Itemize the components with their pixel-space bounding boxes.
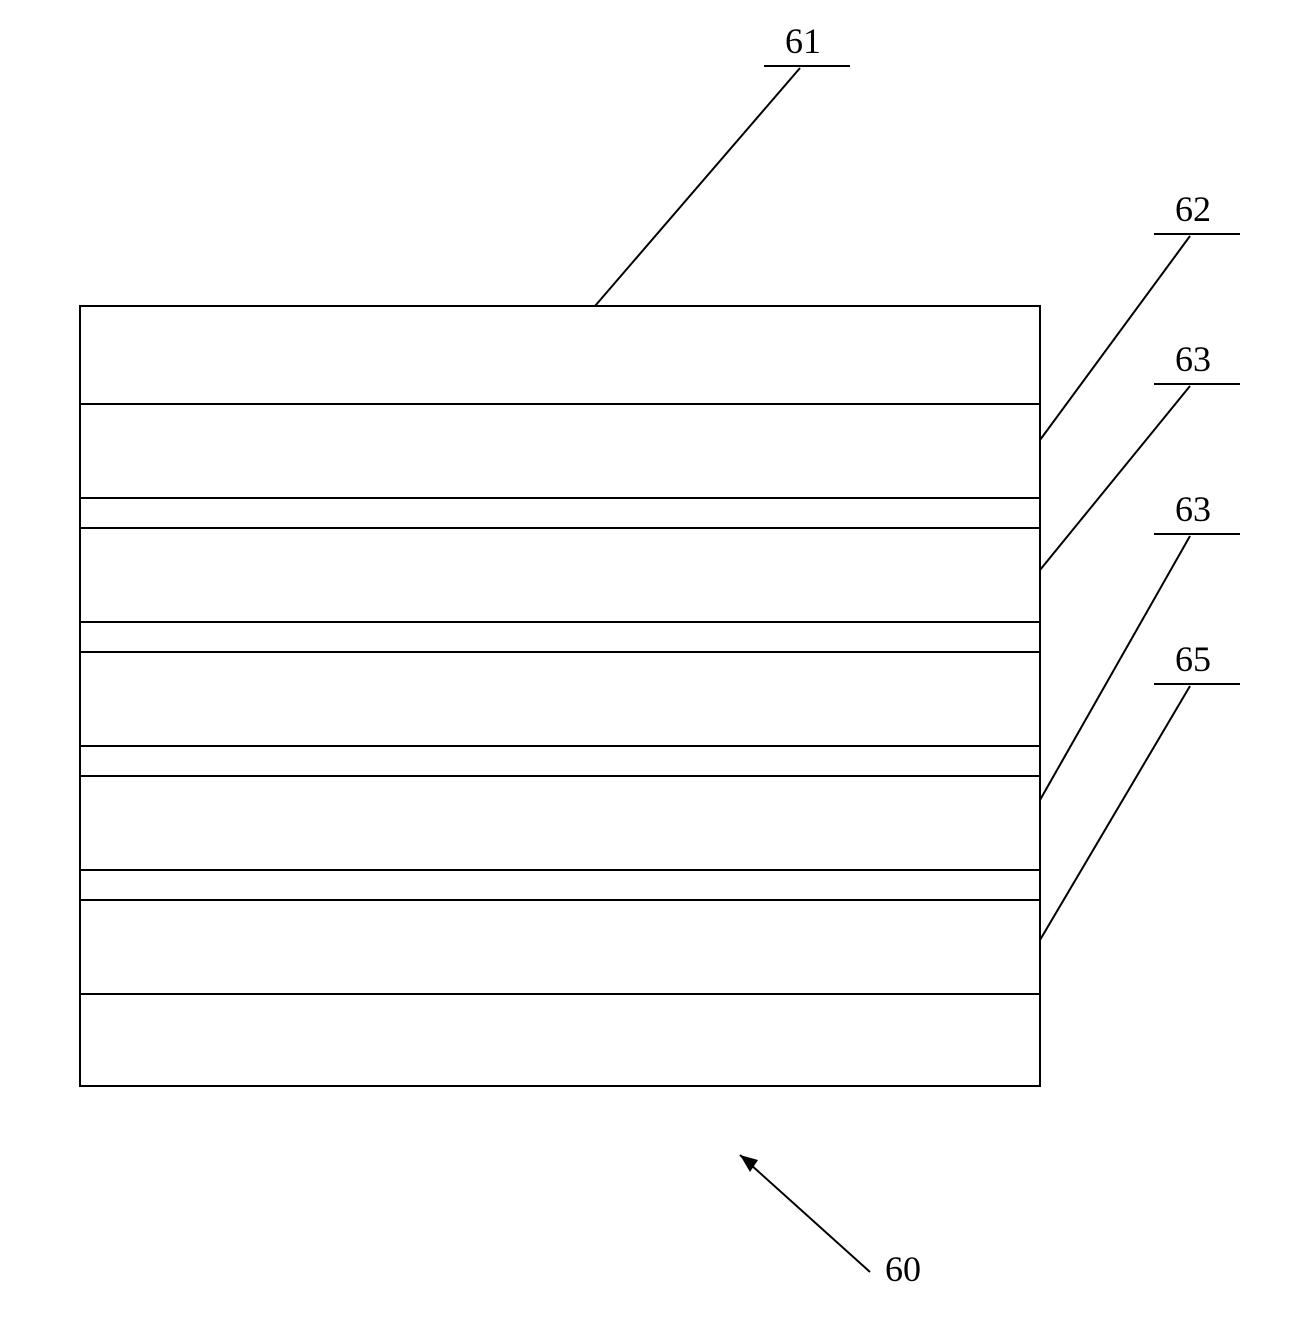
label-60: 60	[885, 1248, 921, 1290]
label-61: 61	[785, 20, 821, 62]
callout-63-a	[1040, 384, 1240, 570]
callout-65	[1040, 684, 1240, 940]
layered-diagram	[0, 0, 1300, 1321]
callout-62	[1040, 234, 1240, 440]
layer-stack	[80, 306, 1040, 1086]
label-62: 62	[1175, 188, 1211, 230]
callout-60	[740, 1155, 870, 1272]
label-63-b: 63	[1175, 488, 1211, 530]
label-65: 65	[1175, 638, 1211, 680]
callout-61	[595, 66, 850, 306]
label-63-a: 63	[1175, 338, 1211, 380]
